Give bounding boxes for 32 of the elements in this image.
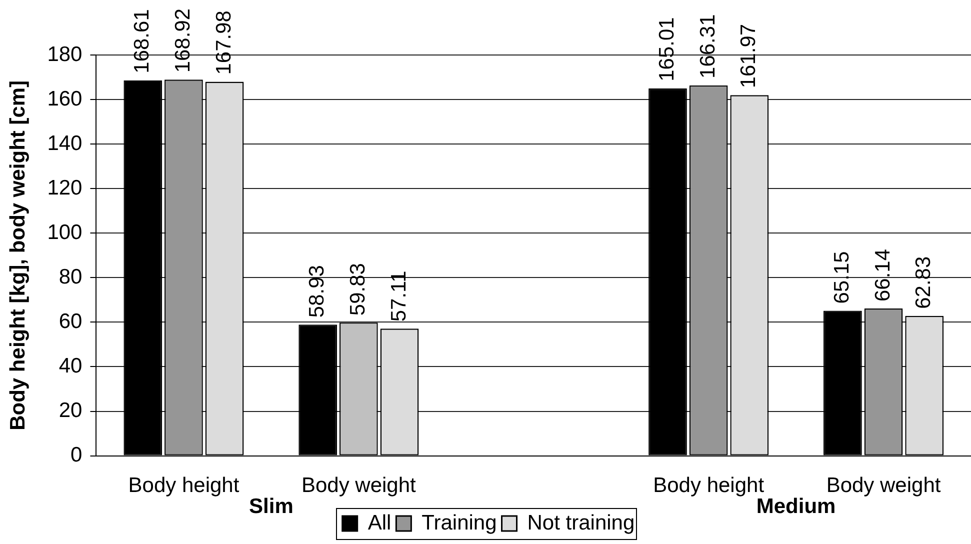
- data-label: 165.01: [656, 17, 679, 82]
- x-tick-label: Body height: [128, 474, 240, 498]
- data-label: 62.83: [912, 256, 936, 309]
- y-tick-label: 140: [47, 132, 82, 155]
- data-label: 57.11: [387, 270, 410, 322]
- data-label: 58.93: [306, 265, 329, 318]
- data-label: 59.83: [346, 263, 370, 316]
- x-tick-label: Body weight: [826, 474, 941, 498]
- y-axis-title: Body height [kg], body weight [cm]: [6, 80, 30, 430]
- legend-label: Training: [422, 511, 497, 534]
- y-tick-label: 160: [47, 87, 82, 110]
- y-tick-label: 60: [58, 310, 82, 333]
- y-tick-label: 180: [47, 42, 82, 66]
- legend-label: All: [368, 511, 392, 534]
- y-tick-label: 80: [58, 265, 82, 288]
- y-tick-label: 100: [47, 220, 82, 244]
- x-tick-label: Body height: [653, 474, 764, 498]
- data-label: 166.31: [696, 14, 720, 78]
- data-label: 168.92: [172, 8, 195, 73]
- data-label: 167.98: [212, 10, 236, 75]
- text: Slim: [249, 495, 294, 518]
- data-label: 65.15: [830, 251, 854, 304]
- y-tick-label: 120: [47, 176, 82, 200]
- data-label: 161.97: [737, 24, 760, 88]
- data-label: 168.61: [130, 9, 154, 74]
- y-tick-label: 0: [70, 444, 82, 467]
- text: Medium: [756, 495, 836, 518]
- y-tick-label: 20: [58, 399, 82, 422]
- data-label: 66.14: [871, 248, 894, 302]
- y-tick-label: 40: [58, 354, 82, 378]
- x-tick-label: Body weight: [301, 474, 416, 498]
- legend-label: Not training: [527, 511, 635, 534]
